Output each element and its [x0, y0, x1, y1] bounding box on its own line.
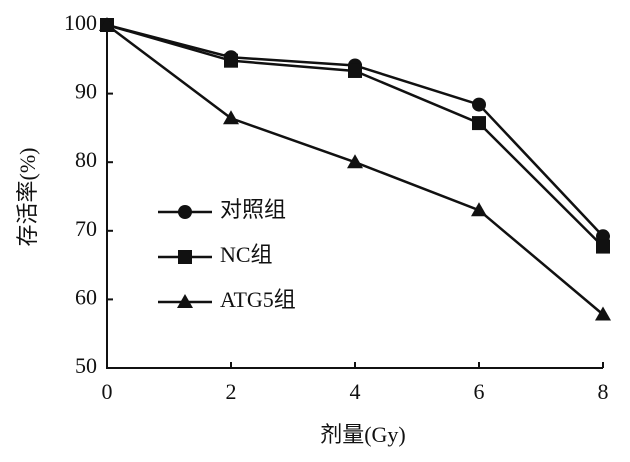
x-tick-label: 2: [226, 379, 237, 404]
x-tick-label: 6: [474, 379, 485, 404]
legend-marker: [178, 205, 192, 219]
legend-marker: [177, 294, 193, 308]
legend-label: NC组: [220, 242, 273, 267]
x-axis-label: 剂量(Gy): [320, 422, 406, 447]
marker: [347, 154, 363, 169]
legend-label: ATG5组: [220, 287, 296, 312]
y-tick-label: 70: [75, 216, 97, 241]
marker: [348, 63, 362, 78]
x-tick-label: 4: [350, 379, 361, 404]
series-line: [106, 23, 604, 238]
marker: [472, 97, 486, 112]
y-tick-label: 90: [75, 79, 97, 104]
y-tick-label: 100: [64, 10, 97, 35]
marker: [99, 17, 115, 31]
y-tick-label: 80: [75, 147, 97, 172]
legend-marker: [178, 250, 192, 264]
marker: [596, 239, 610, 254]
marker: [595, 306, 611, 321]
x-tick-label: 8: [598, 379, 609, 404]
legend-label: 对照组: [220, 197, 286, 222]
marker: [224, 53, 238, 68]
x-tick-label: 0: [102, 379, 113, 404]
marker: [223, 110, 239, 125]
y-tick-label: 50: [75, 353, 97, 378]
y-axis-label: 存活率(%): [15, 148, 40, 247]
marker: [472, 116, 486, 131]
marker: [471, 202, 487, 217]
y-tick-label: 60: [75, 284, 97, 309]
